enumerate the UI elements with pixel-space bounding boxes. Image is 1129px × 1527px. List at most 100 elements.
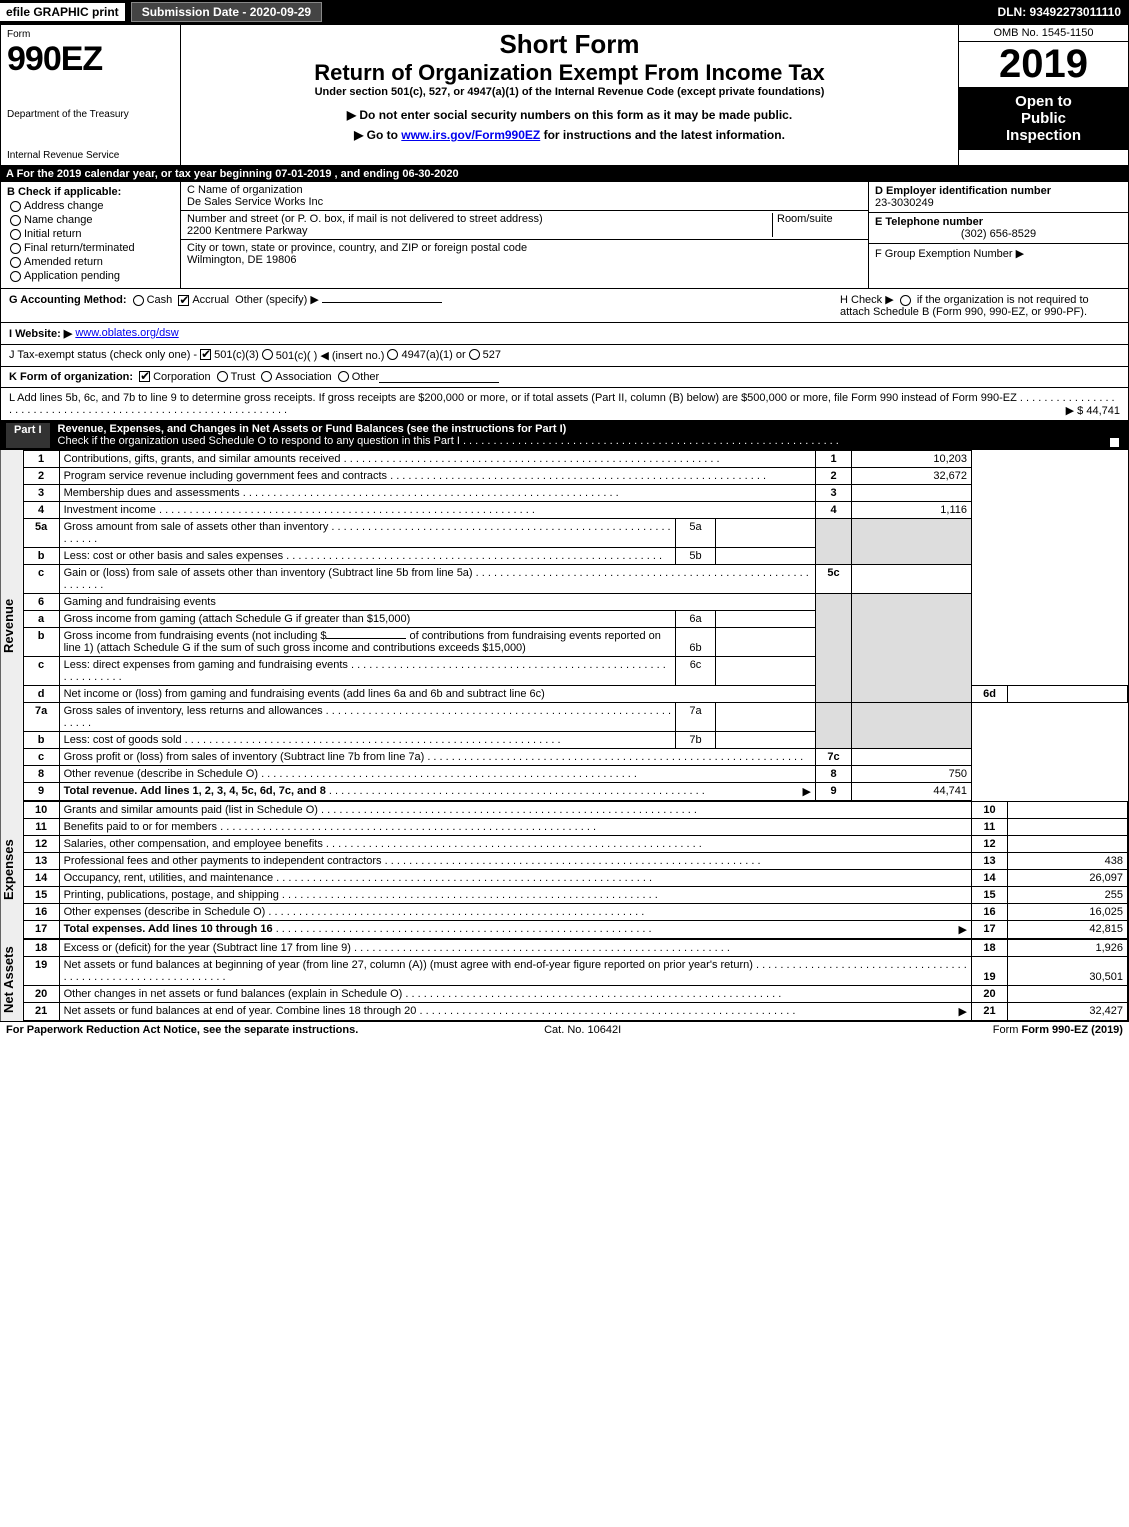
cb-initial-return[interactable] [10, 229, 21, 240]
l20-no: 20 [23, 986, 59, 1003]
c-name-label: C Name of organization [187, 184, 323, 196]
k-corp[interactable] [139, 371, 150, 382]
g-cash[interactable] [133, 295, 144, 306]
l-amount: ▶ $ 44,741 [1066, 404, 1120, 417]
l11-val [1008, 819, 1128, 836]
l21-val: 32,427 [1008, 1003, 1128, 1021]
l8-val: 750 [852, 766, 972, 783]
j-501c[interactable] [262, 349, 273, 360]
line-9: 9Total revenue. Add lines 1, 2, 3, 4, 5c… [23, 783, 1127, 801]
go-pre: ▶ Go to [354, 128, 401, 142]
cb-name-change[interactable] [10, 215, 21, 226]
l7a-sub: 7a [676, 703, 716, 732]
row-j: J Tax-exempt status (check only one) - 5… [0, 345, 1129, 367]
open-to-public: Open to Public Inspection [959, 87, 1128, 150]
k-other[interactable] [338, 371, 349, 382]
k-assoc[interactable] [261, 371, 272, 382]
footer-right: Form Form 990-EZ (2019) [993, 1024, 1123, 1036]
l7b-subv[interactable] [716, 732, 816, 749]
k-label: K Form of organization: [9, 371, 133, 383]
part1-label: Part I [6, 423, 50, 448]
row-i: I Website: ▶ www.oblates.org/dsw [0, 323, 1129, 345]
l11-desc: Benefits paid to or for members [64, 821, 217, 833]
part1-sched-o-checkbox[interactable] [1109, 437, 1120, 448]
cb-initial-return-label: Initial return [24, 228, 81, 240]
j-501c3[interactable] [200, 349, 211, 360]
line-5a: 5aGross amount from sale of assets other… [23, 519, 1127, 548]
irs-link[interactable]: www.irs.gov/Form990EZ [401, 128, 540, 142]
k-other-input[interactable] [379, 371, 499, 383]
l5a-subv[interactable] [716, 519, 816, 548]
l9-desc: Total revenue. Add lines 1, 2, 3, 4, 5c,… [64, 785, 326, 797]
l6c-subv[interactable] [716, 657, 816, 686]
l13-val: 438 [1008, 853, 1128, 870]
j-4947[interactable] [387, 349, 398, 360]
cb-pending[interactable] [10, 271, 21, 282]
l6d-desc: Net income or (loss) from gaming and fun… [64, 688, 545, 700]
cb-amended[interactable] [10, 257, 21, 268]
footer-mid: Cat. No. 10642I [544, 1024, 621, 1036]
g-label: G Accounting Method: [9, 294, 127, 306]
l19-val: 30,501 [1008, 957, 1128, 986]
l5a-sub: 5a [676, 519, 716, 548]
org-street: 2200 Kentmere Parkway [187, 225, 772, 237]
sidebar-expenses: Expenses [1, 801, 23, 939]
l10-no: 10 [23, 802, 59, 819]
website-link[interactable]: www.oblates.org/dsw [75, 327, 178, 340]
g-accrual[interactable] [178, 295, 189, 306]
l7a-subv[interactable] [716, 703, 816, 732]
l6c-desc: Less: direct expenses from gaming and fu… [64, 659, 348, 671]
cb-address-change[interactable] [10, 201, 21, 212]
cb-name-change-label: Name change [24, 214, 93, 226]
row-k: K Form of organization: Corporation Trus… [0, 367, 1129, 388]
line-a: A For the 2019 calendar year, or tax yea… [0, 166, 1129, 182]
l18-no: 18 [23, 940, 59, 957]
line-5c: cGain or (loss) from sale of assets othe… [23, 565, 1127, 594]
l7c-rno: 7c [816, 749, 852, 766]
l5b-subv[interactable] [716, 548, 816, 565]
col-c: C Name of organization De Sales Service … [181, 182, 868, 288]
g-other-input[interactable] [322, 302, 442, 303]
l21-no: 21 [23, 1003, 59, 1021]
line-7a: 7a Gross sales of inventory, less returns… [23, 703, 1127, 732]
l5c-no: c [23, 565, 59, 594]
l5a-no: 5a [23, 519, 59, 548]
h-checkbox[interactable] [900, 295, 911, 306]
department: Department of the Treasury [7, 109, 174, 120]
line-12: 12Salaries, other compensation, and empl… [23, 836, 1127, 853]
l6b-blank[interactable] [326, 638, 406, 639]
cb-pending-label: Application pending [24, 270, 120, 282]
l6b-subv[interactable] [716, 628, 816, 657]
l19-desc: Net assets or fund balances at beginning… [64, 959, 753, 971]
l13-rno: 13 [972, 853, 1008, 870]
k-trust[interactable] [217, 371, 228, 382]
line-10: 10Grants and similar amounts paid (list … [23, 802, 1127, 819]
l5c-rno: 5c [816, 565, 852, 594]
l2-rno: 2 [816, 468, 852, 485]
l21-rno: 21 [972, 1003, 1008, 1021]
footer-right-text: Form 990-EZ (2019) [1021, 1024, 1122, 1036]
j-527[interactable] [469, 349, 480, 360]
top-bar: efile GRAPHIC print Submission Date - 20… [0, 0, 1129, 24]
l7c-val [852, 749, 972, 766]
line-21: 21Net assets or fund balances at end of … [23, 1003, 1127, 1021]
line-14: 14Occupancy, rent, utilities, and mainte… [23, 870, 1127, 887]
line-18: 18Excess or (deficit) for the year (Subt… [23, 940, 1127, 957]
l1-val: 10,203 [852, 451, 972, 468]
line-17: 17Total expenses. Add lines 10 through 1… [23, 921, 1127, 939]
cb-final-return-label: Final return/terminated [24, 242, 135, 254]
c-city-label: City or town, state or province, country… [187, 242, 527, 254]
l7a-desc: Gross sales of inventory, less returns a… [64, 705, 323, 717]
line-1: 1Contributions, gifts, grants, and simil… [23, 451, 1127, 468]
l6a-subv[interactable] [716, 611, 816, 628]
l10-val [1008, 802, 1128, 819]
form-word: Form [7, 29, 174, 40]
tax-year: 2019 [959, 42, 1128, 87]
form-number: 990EZ [7, 40, 174, 79]
l18-rno: 18 [972, 940, 1008, 957]
l19-no: 19 [23, 957, 59, 986]
subtitle-under: Under section 501(c), 527, or 4947(a)(1)… [185, 86, 954, 98]
open-line-3: Inspection [961, 127, 1126, 144]
cb-final-return[interactable] [10, 243, 21, 254]
efile-print-button[interactable]: efile GRAPHIC print [0, 3, 125, 21]
